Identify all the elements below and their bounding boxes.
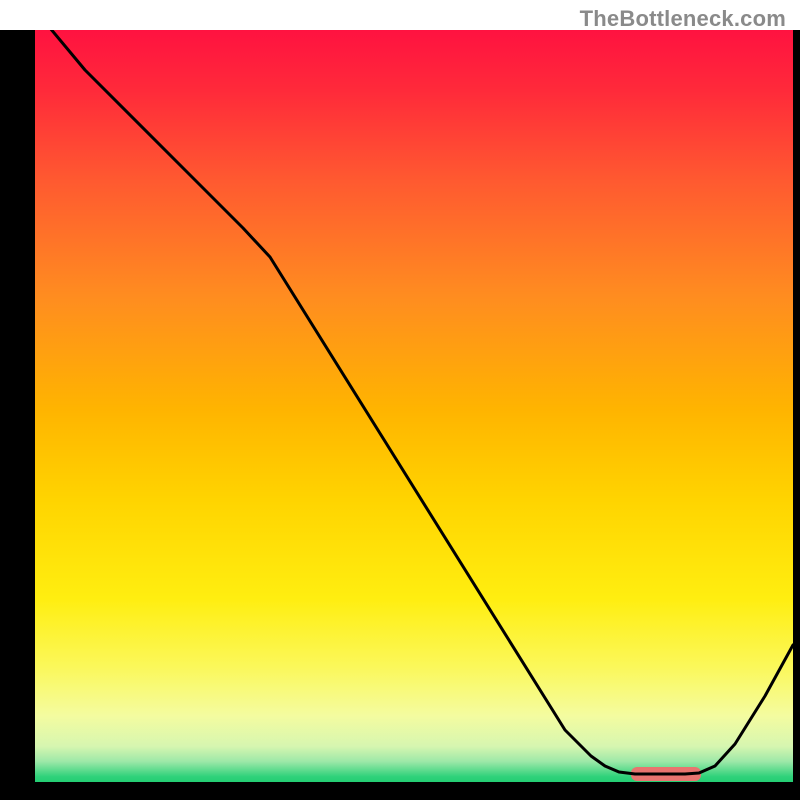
- bottleneck-curve: [35, 30, 793, 782]
- watermark-text: TheBottleneck.com: [580, 6, 786, 32]
- plot-border: [0, 30, 800, 800]
- chart-frame: TheBottleneck.com: [0, 0, 800, 800]
- plot-area: [35, 30, 793, 782]
